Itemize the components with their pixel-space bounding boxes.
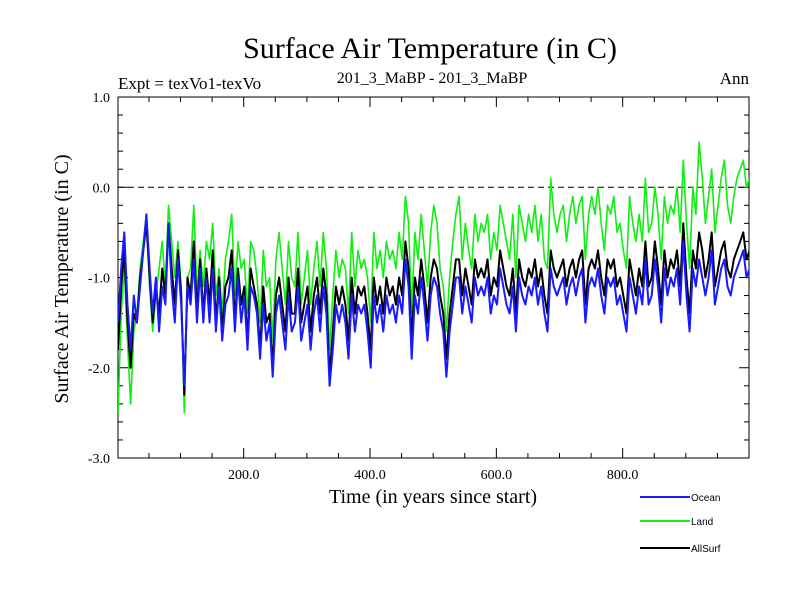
subtitle-center: 201_3_MaBP - 201_3_MaBP — [337, 70, 528, 87]
y-tick-label: -2.0 — [88, 362, 110, 377]
x-axis-label: Time (in years since start) — [329, 486, 537, 508]
series-layer — [118, 141, 749, 414]
series-line-land — [118, 141, 749, 414]
x-tick-label: 800.0 — [607, 468, 639, 483]
subtitle-right: Ann — [720, 69, 750, 88]
y-tick-label: 0.0 — [93, 181, 111, 196]
legend-label-land: Land — [691, 517, 713, 528]
x-tick-label: 400.0 — [354, 468, 386, 483]
legend: Ocean Land AllSurf — [640, 493, 721, 555]
chart-title: Surface Air Temperature (in C) — [243, 32, 617, 65]
legend-label-ocean: Ocean — [691, 493, 720, 504]
legend-label-allsurf: AllSurf — [691, 544, 721, 555]
y-axis-label: Surface Air Temperature (in C) — [51, 154, 73, 403]
x-tick-label: 600.0 — [481, 468, 513, 483]
y-tick-label: -1.0 — [88, 272, 110, 287]
subtitle-left: Expt = texVo1-texVo — [118, 74, 261, 93]
series-line-ocean — [118, 213, 749, 387]
x-tick-label: 200.0 — [228, 468, 260, 483]
y-tick-label: -3.0 — [88, 452, 110, 467]
y-tick-label: 1.0 — [93, 91, 111, 106]
